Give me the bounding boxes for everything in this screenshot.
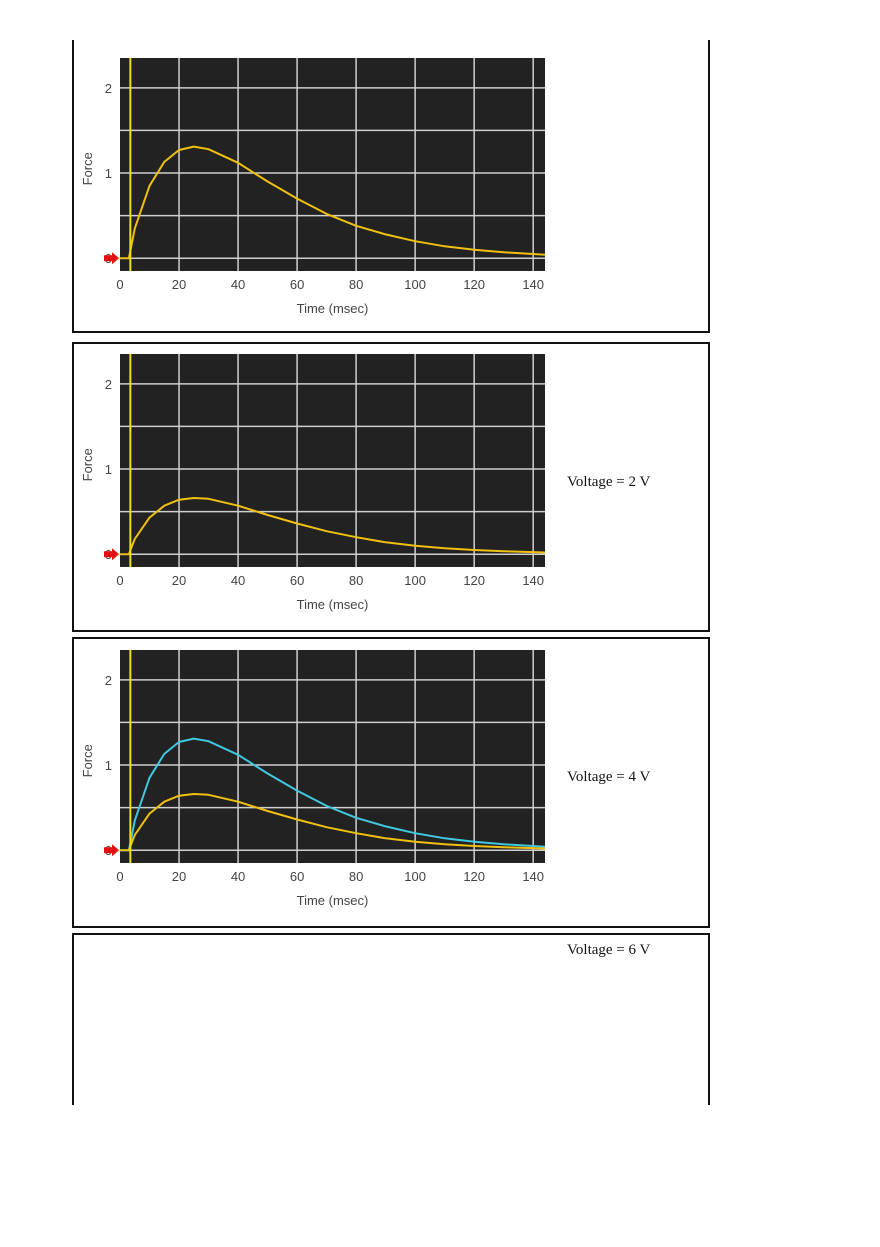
y-tick-label: 1 bbox=[105, 758, 112, 773]
plot-background bbox=[120, 650, 545, 863]
plot-background bbox=[120, 354, 545, 567]
force-chart-2: 020406080100120140012Time (msec)Force bbox=[80, 354, 546, 612]
x-tick-label: 0 bbox=[116, 277, 123, 292]
x-tick-label: 40 bbox=[231, 277, 245, 292]
x-axis-label: Time (msec) bbox=[297, 893, 369, 908]
x-tick-label: 60 bbox=[290, 573, 304, 588]
panel-4 bbox=[72, 933, 710, 1105]
x-tick-label: 140 bbox=[522, 869, 544, 884]
x-tick-label: 40 bbox=[231, 573, 245, 588]
x-tick-label: 0 bbox=[116, 869, 123, 884]
x-tick-label: 0 bbox=[116, 573, 123, 588]
voltage-label-4v: Voltage = 4 V bbox=[567, 769, 651, 785]
y-tick-label: 2 bbox=[105, 81, 112, 96]
x-tick-label: 120 bbox=[463, 277, 485, 292]
force-trace-2 bbox=[120, 793, 546, 852]
y-axis-label: Force bbox=[80, 744, 95, 777]
y-tick-label: 1 bbox=[105, 166, 112, 181]
plot-background bbox=[120, 58, 545, 271]
x-tick-label: 80 bbox=[349, 869, 363, 884]
force-trace-1 bbox=[120, 497, 546, 556]
baseline-arrow-icon bbox=[104, 252, 119, 265]
x-tick-label: 120 bbox=[463, 573, 485, 588]
x-tick-label: 120 bbox=[463, 869, 485, 884]
x-tick-label: 100 bbox=[404, 869, 426, 884]
force-chart-3: 020406080100120140012Time (msec)Force bbox=[80, 650, 546, 908]
voltage-label-2v: Voltage = 2 V bbox=[567, 474, 651, 490]
panel-1 bbox=[72, 40, 710, 333]
x-axis-label: Time (msec) bbox=[297, 301, 369, 316]
x-tick-label: 80 bbox=[349, 277, 363, 292]
x-tick-label: 20 bbox=[172, 277, 186, 292]
x-tick-label: 100 bbox=[404, 277, 426, 292]
x-axis-label: Time (msec) bbox=[297, 597, 369, 612]
x-tick-label: 100 bbox=[404, 573, 426, 588]
x-tick-label: 20 bbox=[172, 573, 186, 588]
force-trace-1 bbox=[120, 737, 546, 852]
x-tick-label: 20 bbox=[172, 869, 186, 884]
y-tick-label: 2 bbox=[105, 673, 112, 688]
baseline-arrow-icon bbox=[104, 844, 119, 857]
panel-2 bbox=[72, 342, 710, 632]
x-tick-label: 140 bbox=[522, 277, 544, 292]
y-tick-label: 1 bbox=[105, 462, 112, 477]
x-tick-label: 60 bbox=[290, 277, 304, 292]
panel-3 bbox=[72, 637, 710, 928]
force-trace-1 bbox=[120, 145, 546, 260]
x-tick-label: 80 bbox=[349, 573, 363, 588]
force-chart-1: 020406080100120140012Time (msec)Force bbox=[80, 58, 546, 316]
x-tick-label: 140 bbox=[522, 573, 544, 588]
x-tick-label: 40 bbox=[231, 869, 245, 884]
x-tick-label: 60 bbox=[290, 869, 304, 884]
y-axis-label: Force bbox=[80, 448, 95, 481]
y-axis-label: Force bbox=[80, 152, 95, 185]
baseline-arrow-icon bbox=[104, 548, 119, 561]
y-tick-label: 2 bbox=[105, 377, 112, 392]
voltage-label-6v: Voltage = 6 V bbox=[567, 942, 651, 958]
